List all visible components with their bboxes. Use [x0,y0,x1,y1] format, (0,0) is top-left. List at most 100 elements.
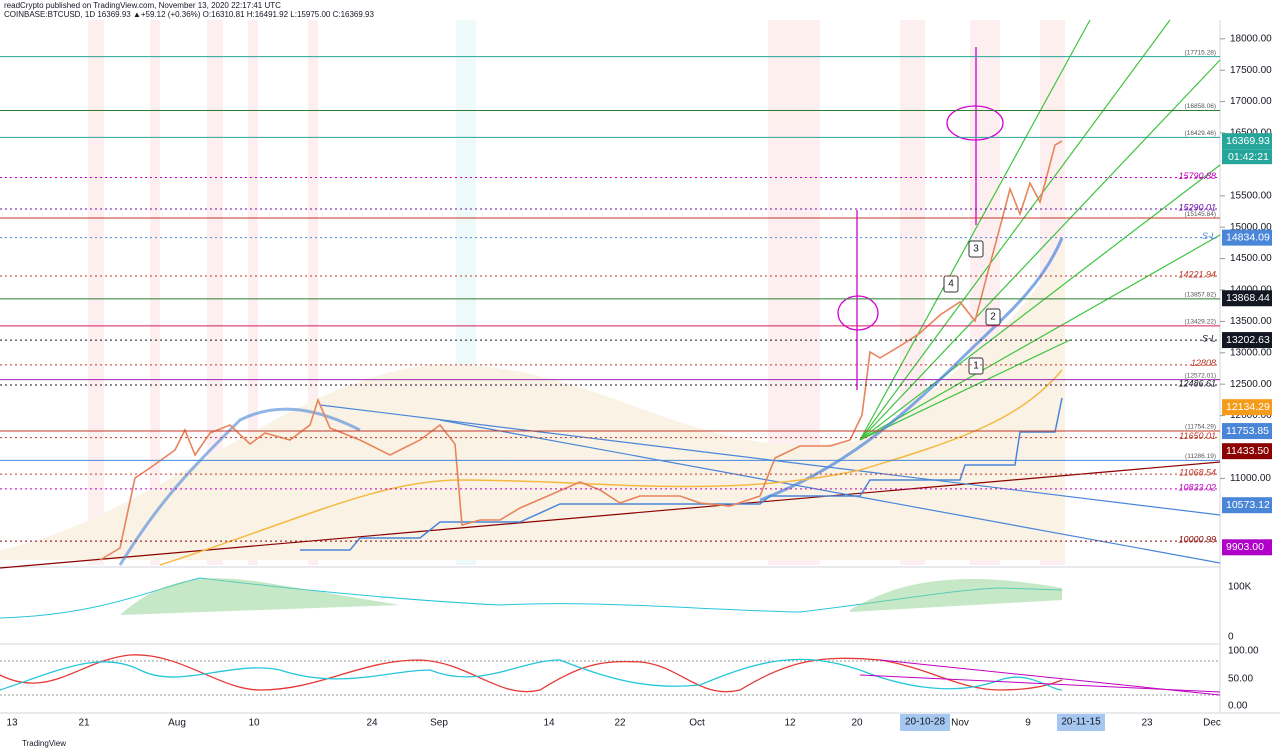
publish-info: readCrypto published on TradingView.com,… [4,1,281,10]
level-label: (15145.84) [1185,211,1216,218]
volume-axis: 100K 0 [1228,582,1252,643]
level-label: 14221.94 [1178,269,1216,279]
time-tick-label: 20 [851,718,863,729]
level-label: 11068.54 [1179,467,1216,477]
drawings [837,47,1004,390]
level-label: 12486.61 [1178,378,1216,388]
price-tick-label: 15000.00 [1230,222,1272,233]
callout: 3 [973,244,979,255]
osc-tick: 50.00 [1228,674,1253,685]
price-tick-label: 12500.00 [1230,379,1272,390]
price-tick-label: 15500.00 [1230,190,1272,201]
level-label: (12572.01) [1185,372,1216,379]
price-tag-box [1222,399,1272,416]
price-tag-box [1222,539,1272,556]
volume-tick: 0 [1228,632,1234,643]
time-tick-label: 9 [1025,718,1031,729]
price-tag-label: 10573.12 [1226,499,1270,511]
price-tag-box [1222,133,1272,150]
price-tag-box [1222,423,1272,440]
price-tick-label: 18000.00 [1230,33,1272,44]
level-label: (11754.29) [1185,424,1216,431]
price-tick-label: 16500.00 [1230,128,1272,139]
symbol-info: COINBASE:BTCUSD, 1D 16369.93 ▲+59.12 (+0… [4,10,374,19]
level-label: 15290.01 [1178,202,1216,212]
price-tag: 9903.00 [1222,539,1272,556]
price-tag-box [1222,443,1272,460]
price-tag-label: 13202.63 [1226,334,1270,346]
time-badge: 20-10-28 [905,717,945,728]
level-label: (13857.82) [1185,292,1216,299]
time-tick-label: 23 [1141,718,1153,729]
level-label: 15790.88 [1178,171,1216,181]
countdown-box [1222,149,1272,165]
price-tick-label: 12000.00 [1230,410,1272,421]
oscillator-pane [0,654,1221,696]
callout: 1 [973,361,979,372]
level-label: 11650.01 [1179,431,1216,441]
time-tick-label: 13 [6,718,18,729]
price-tick-label: 14000.00 [1230,285,1272,296]
price-tick-label: 13500.00 [1230,316,1272,327]
header: readCrypto published on TradingView.com,… [4,1,374,19]
osc-tick: 0.00 [1228,701,1248,712]
price-tag-box [1222,497,1272,514]
level-label: 12808 [1191,358,1216,368]
volume-pane [0,577,1063,619]
footer: TradingView [22,739,66,748]
time-tick-label: 21 [78,718,90,729]
price-tag-box [1222,290,1272,307]
price-tag-label: 16369.93 [1226,135,1270,147]
volume-tick: 100K [1228,582,1252,593]
level-label: 10000.99 [1178,535,1216,545]
level-label: 10833.02 [1178,482,1216,492]
level-label: (16429.46) [1185,130,1216,137]
price-tag: 13202.63 [1222,332,1272,349]
pane-borders [0,20,1280,714]
time-tick-label: Nov [951,718,969,729]
level-label: S-L [1202,333,1216,343]
callout: 4 [948,279,954,290]
price-tag-label: 9903.00 [1226,541,1264,553]
time-tick-label: 14 [543,718,555,729]
countdown: 01:42:21 [1228,151,1269,163]
price-tag-label: 11433.50 [1226,445,1269,457]
level-label: (11286.19) [1185,453,1216,460]
time-tick-label: Sep [430,718,448,729]
price-tag: 13868.44 [1222,290,1272,307]
price-tick-label: 13000.00 [1230,347,1272,358]
callout: 2 [990,312,996,323]
time-tick-label: Dec [1203,718,1221,729]
price-tag-box [1222,332,1272,349]
time-axis: 20-10-28 20-11-15 [900,714,1105,731]
level-label: (13429.22) [1185,319,1216,326]
price-tick-label: 11000.00 [1230,473,1271,484]
price-tick-label: 17500.00 [1230,65,1272,76]
osc-tick: 100.00 [1228,646,1259,657]
time-tick-label: Aug [168,718,186,729]
time-badge: 20-11-15 [1061,717,1101,728]
level-label: (17715.28) [1185,49,1216,56]
level-label: (16858.06) [1185,103,1216,110]
time-tick-label: 22 [614,718,626,729]
price-tag-label: 11753.85 [1226,425,1269,437]
price-tag-label: 14834.09 [1226,231,1270,243]
price-tag: 12134.29 [1222,399,1272,416]
time-tick-label: 24 [366,718,378,729]
time-tick-label: Oct [689,718,705,729]
price-tag: 11433.50 [1222,443,1272,460]
price-tick-label: 17000.00 [1230,96,1272,107]
callouts: 1 2 3 4 [943,240,1001,375]
time-tick-label: 10 [248,718,260,729]
price-tag: 11753.85 [1222,423,1272,440]
oscillator-axis: 100.00 50.00 0.00 [1228,646,1259,712]
price-tick-label: 14500.00 [1230,253,1272,264]
price-tag: 16369.93 01:42:21 [1222,133,1272,165]
time-tick-label: 12 [784,718,796,729]
price-tag-label: 12134.29 [1226,401,1270,413]
price-tag-label: 13868.44 [1226,292,1270,304]
level-label: S-L [1202,231,1216,241]
price-tag: 14834.09 [1222,229,1272,246]
